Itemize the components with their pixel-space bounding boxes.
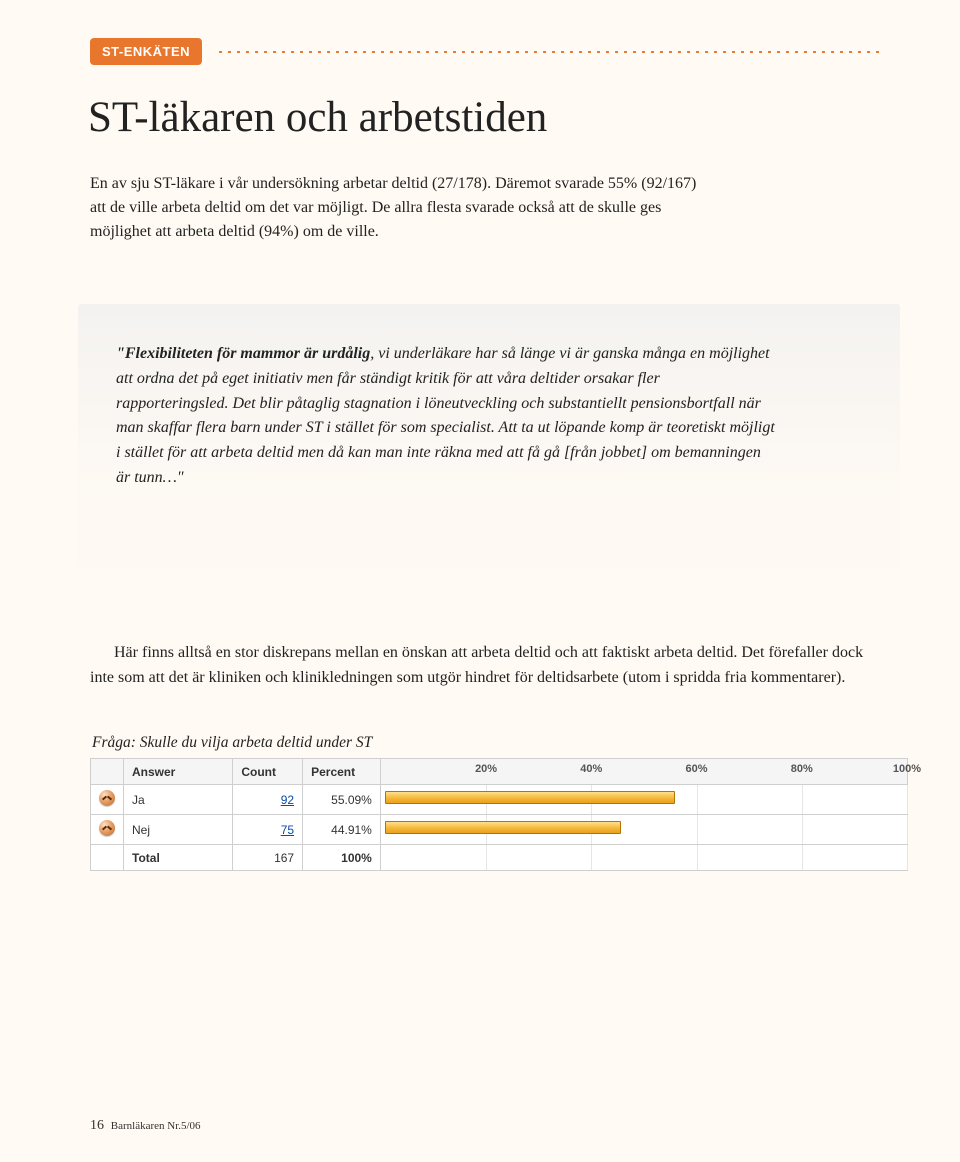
total-icon-cell bbox=[91, 845, 124, 871]
percent-cell: 55.09% bbox=[303, 785, 381, 815]
bar-tick-label: 40% bbox=[580, 763, 602, 775]
body-paragraph: Här finns alltså en stor diskrepans mell… bbox=[90, 641, 880, 691]
section-tag: ST-ENKÄTEN bbox=[90, 38, 202, 65]
intro-paragraph: En av sju ST-läkare i vår undersökning a… bbox=[90, 172, 710, 244]
col-header-percent: Percent bbox=[303, 759, 381, 785]
total-count: 167 bbox=[233, 845, 303, 871]
bar-cell bbox=[380, 785, 907, 815]
bar-rect bbox=[385, 821, 621, 834]
chevron-up-icon[interactable] bbox=[99, 790, 115, 806]
count-cell: 75 bbox=[233, 815, 303, 845]
survey-question: Fråga: Skulle du vilja arbeta deltid und… bbox=[92, 734, 880, 752]
table-row: Ja 92 55.09% bbox=[91, 785, 908, 815]
percent-cell: 44.91% bbox=[303, 815, 381, 845]
row-expand-icon-cell bbox=[91, 815, 124, 845]
bar-tick-label: 60% bbox=[686, 763, 708, 775]
row-expand-icon-cell bbox=[91, 785, 124, 815]
answer-cell: Ja bbox=[124, 785, 233, 815]
bar-rect bbox=[385, 791, 675, 804]
bar-tick-label: 80% bbox=[791, 763, 813, 775]
publication-ref: Barnläkaren Nr.5/06 bbox=[111, 1120, 201, 1132]
quote-text: "Flexibiliteten för mammor är urdålig, v… bbox=[116, 342, 776, 491]
col-header-answer: Answer bbox=[124, 759, 233, 785]
count-link[interactable]: 75 bbox=[281, 823, 294, 837]
page-number: 16 bbox=[90, 1118, 104, 1133]
chevron-up-icon[interactable] bbox=[99, 820, 115, 836]
page-footer: 16 Barnläkaren Nr.5/06 bbox=[90, 1118, 201, 1134]
dotted-rule bbox=[216, 51, 880, 53]
total-label: Total bbox=[124, 845, 233, 871]
total-bar-cell bbox=[380, 845, 907, 871]
col-header-bar: 20%40%60%80%100% bbox=[380, 759, 907, 785]
total-percent: 100% bbox=[303, 845, 381, 871]
answer-cell: Nej bbox=[124, 815, 233, 845]
bar-tick-label: 20% bbox=[475, 763, 497, 775]
col-header-icon bbox=[91, 759, 124, 785]
table-header-row: Answer Count Percent 20%40%60%80%100% bbox=[91, 759, 908, 785]
quote-block: "Flexibiliteten för mammor är urdålig, v… bbox=[78, 304, 900, 591]
count-link[interactable]: 92 bbox=[281, 793, 294, 807]
section-tag-row: ST-ENKÄTEN bbox=[90, 38, 880, 65]
table-total-row: Total167100% bbox=[91, 845, 908, 871]
bar-cell bbox=[380, 815, 907, 845]
bar-tick-label: 100% bbox=[893, 763, 921, 775]
survey-table: Answer Count Percent 20% 40% 60% 80% 100% Ja… bbox=[90, 758, 908, 871]
quote-lead: "Flexibiliteten för mammor är urdålig bbox=[116, 345, 370, 362]
count-cell: 92 bbox=[233, 785, 303, 815]
quote-body: , vi underläkare har så länge vi är gans… bbox=[116, 345, 775, 486]
col-header-count: Count bbox=[233, 759, 303, 785]
table-row: Nej 75 44.91% bbox=[91, 815, 908, 845]
page-title: ST-läkaren och arbetstiden bbox=[88, 93, 880, 142]
